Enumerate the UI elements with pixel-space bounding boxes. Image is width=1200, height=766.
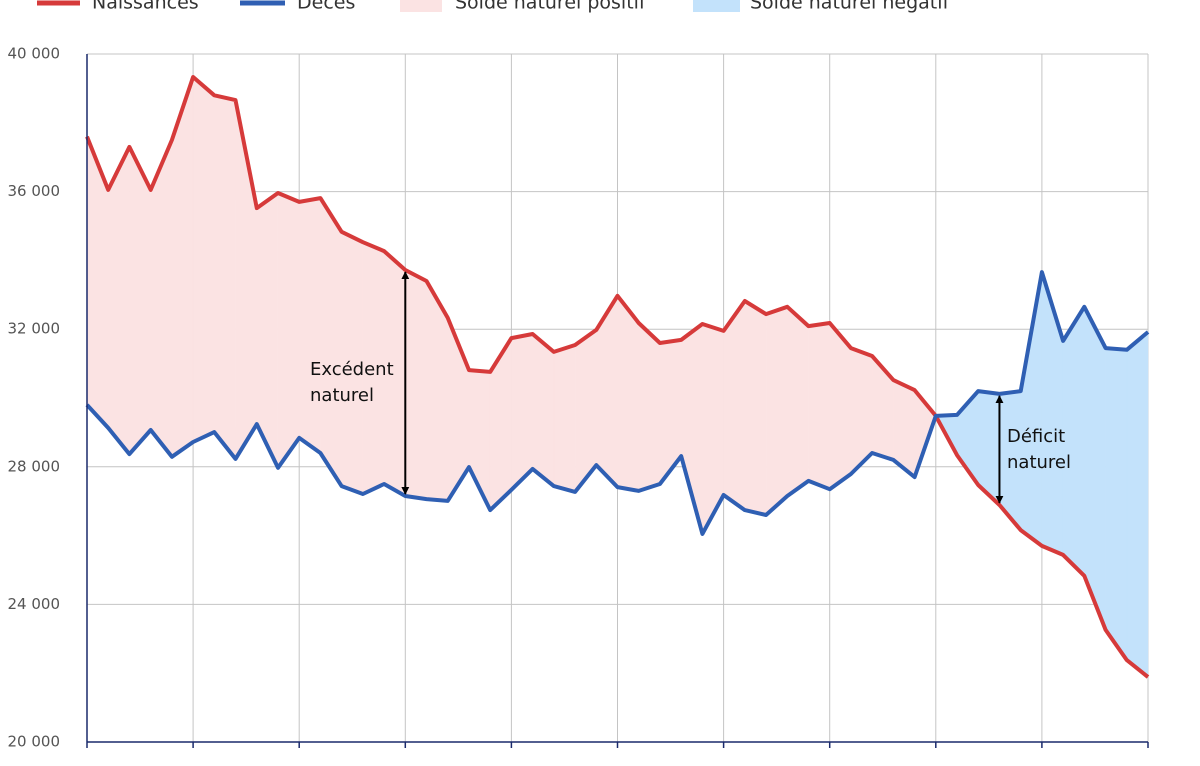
- fills: [86, 76, 1149, 678]
- series-line: [85, 270, 1150, 536]
- area-fill: [617, 295, 639, 492]
- area-fill: [1041, 272, 1064, 556]
- y-tick-label: 28 000: [8, 457, 61, 475]
- area-fill: [723, 300, 746, 511]
- area-fill: [829, 322, 852, 490]
- annotation: Excédent naturel: [310, 359, 394, 406]
- y-tick-label: 24 000: [8, 595, 61, 613]
- area-fill: [1020, 272, 1043, 547]
- area-fill: [638, 322, 661, 492]
- area-fill: [298, 197, 321, 454]
- area-fill: [744, 300, 767, 516]
- y-tick-label: 36 000: [8, 182, 61, 200]
- area-fill: [320, 197, 342, 487]
- area-fill: [532, 333, 555, 487]
- series-line: [85, 75, 1150, 679]
- y-tick-label: 40 000: [8, 45, 61, 63]
- area-fill: [787, 306, 809, 497]
- area-fill: [511, 333, 533, 491]
- annotation: Déficit naturel: [1007, 426, 1071, 473]
- legend-label: Solde naturel négatif: [750, 0, 950, 14]
- lines: [85, 75, 1150, 679]
- legend-label: Naissances: [92, 0, 199, 14]
- legend-swatch: [400, 0, 442, 12]
- area-fill: [107, 146, 130, 455]
- area-fill: [1105, 347, 1128, 661]
- area-fill: [277, 192, 300, 469]
- area-fill: [765, 306, 788, 516]
- area-fill: [808, 322, 830, 490]
- area-fill: [871, 355, 894, 461]
- legend-swatch: [693, 0, 740, 12]
- legend-label: Solde naturel positif: [455, 0, 647, 14]
- area-fill: [1126, 331, 1149, 678]
- area-fill: [129, 146, 151, 455]
- area-fill: [192, 76, 215, 443]
- y-tick-label: 32 000: [8, 320, 61, 338]
- y-tick-label: 20 000: [8, 733, 61, 751]
- area-fill: [214, 94, 236, 460]
- area-fill: [553, 344, 576, 493]
- legend-label: Décès: [297, 0, 355, 14]
